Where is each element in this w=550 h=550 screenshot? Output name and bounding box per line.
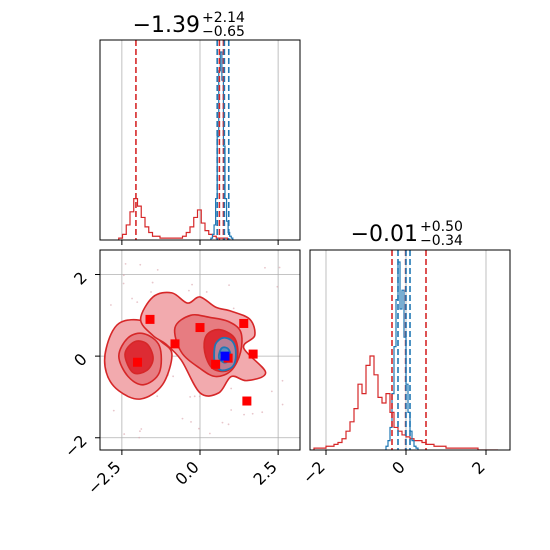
- background-sample-dot: [181, 417, 184, 420]
- joint-posterior-panel: −2.5 0.0 2.5 −2 0 2: [61, 249, 301, 498]
- title-1-median: −1.39: [133, 13, 200, 38]
- background-sample-dot: [131, 297, 133, 300]
- background-sample-dot: [150, 291, 152, 293]
- background-sample-dot: [124, 263, 127, 265]
- axes-frame: [99, 39, 301, 241]
- title-1-plus: +2.14: [202, 10, 245, 26]
- background-sample-dot: [193, 395, 196, 398]
- background-sample-dot: [205, 291, 208, 293]
- y-tick-label-0: −2: [61, 431, 91, 461]
- background-sample-dot: [189, 396, 192, 398]
- title-2-minus: −0.34: [420, 233, 463, 249]
- background-sample-dot: [110, 304, 112, 306]
- background-sample-dot: [139, 430, 141, 433]
- background-sample-dot: [151, 281, 154, 284]
- background-sample-dot: [221, 421, 224, 424]
- x-tick-label-0: −2: [299, 457, 329, 487]
- background-sample-dot: [243, 413, 245, 416]
- red-square-marker-2: [239, 318, 249, 328]
- hist-clip: [313, 250, 498, 450]
- background-sample-dot: [198, 427, 200, 430]
- title-1-minus: −0.65: [202, 24, 245, 40]
- background-sample-dot: [261, 411, 264, 414]
- blue-square-marker-0: [220, 351, 230, 361]
- background-sample-dot: [276, 285, 279, 288]
- background-sample-dot: [188, 289, 190, 292]
- background-sample-dot: [227, 423, 230, 426]
- red-square-marker-0: [145, 314, 155, 324]
- title-param-2: −0.01 +0.50 −0.34: [351, 219, 463, 249]
- background-sample-dot: [190, 421, 192, 423]
- title-2-median: −0.01: [351, 222, 418, 247]
- red-contour-inner-4: [124, 340, 154, 375]
- red-square-marker-6: [248, 349, 258, 359]
- x-tick-label-1: 0: [388, 457, 409, 478]
- x-tick-label-1: 0.0: [171, 457, 202, 488]
- joint-clip: [103, 263, 284, 439]
- hist-clip: [118, 40, 234, 240]
- background-sample-dot: [138, 436, 141, 439]
- background-sample-dot: [208, 432, 211, 435]
- background-sample-dot: [198, 395, 201, 398]
- x-tick-label-0: −2.5: [84, 457, 125, 498]
- x-tick-label-2: 2: [468, 457, 489, 478]
- x-tick-label-2: 2.5: [250, 457, 281, 488]
- title-2-plus: +0.50: [420, 219, 463, 235]
- red-square-marker-8: [242, 396, 252, 406]
- blue-histogram-line: [385, 261, 419, 450]
- background-sample-dot: [172, 375, 175, 378]
- histogram-param-1-panel: [99, 39, 301, 245]
- background-sample-dot: [230, 409, 233, 411]
- y-tick-label-2: 2: [70, 268, 91, 289]
- background-sample-dot: [140, 428, 143, 430]
- blue-histogram-line: [210, 51, 234, 240]
- background-sample-dot: [112, 409, 115, 412]
- background-sample-dot: [139, 263, 142, 266]
- background-sample-dot: [123, 433, 126, 435]
- red-square-marker-7: [133, 357, 142, 367]
- background-sample-dot: [230, 387, 233, 390]
- axes-frame: [99, 249, 301, 451]
- background-sample-dot: [251, 412, 254, 415]
- title-param-1: −1.39 +2.14 −0.65: [133, 10, 245, 40]
- red-square-marker-3: [170, 339, 180, 349]
- background-sample-dot: [191, 283, 193, 286]
- histogram-param-2-panel: −2 0 2: [299, 249, 511, 488]
- red-square-marker-4: [211, 359, 221, 369]
- background-sample-dot: [270, 390, 273, 393]
- red-histogram-line: [313, 355, 498, 450]
- axes-frame: [309, 249, 511, 451]
- background-sample-dot: [264, 266, 266, 269]
- background-sample-dot: [228, 284, 230, 287]
- background-sample-dot: [122, 274, 125, 277]
- red-histogram-line: [118, 198, 232, 240]
- y-tick-label-1: 0: [70, 350, 91, 371]
- background-sample-dot: [136, 301, 139, 304]
- background-sample-dot: [232, 307, 235, 310]
- red-square-marker-1: [195, 323, 205, 333]
- background-sample-dot: [122, 282, 125, 285]
- background-sample-dot: [278, 266, 281, 269]
- background-sample-dot: [281, 379, 284, 382]
- background-sample-dot: [281, 403, 284, 406]
- background-sample-dot: [156, 395, 159, 398]
- background-sample-dot: [156, 268, 159, 271]
